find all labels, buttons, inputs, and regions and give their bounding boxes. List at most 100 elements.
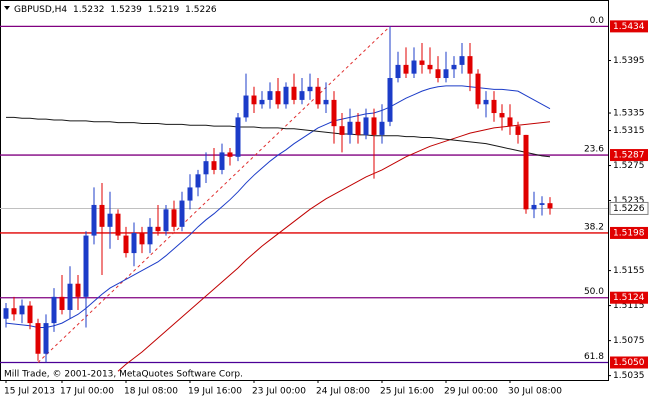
candle-body — [475, 73, 481, 105]
price-tag-label: 1.5434 — [613, 22, 645, 32]
candle-body — [403, 64, 409, 74]
candle-body — [27, 305, 33, 324]
moving-average — [6, 116, 551, 158]
candle-body — [435, 69, 441, 79]
candle-body — [107, 213, 113, 227]
candle-body — [267, 91, 273, 100]
plot-frame — [0, 0, 609, 381]
open: 1.5232 — [73, 5, 105, 15]
candle-body — [195, 174, 201, 188]
candle-body — [547, 203, 553, 209]
candle-body — [19, 305, 25, 315]
candle-body — [539, 203, 545, 205]
price-tag-label: 1.5287 — [613, 151, 645, 161]
candle-body — [483, 99, 489, 105]
y-tick-label: 1.5035 — [613, 371, 645, 381]
candle-body — [371, 117, 377, 135]
high: 1.5239 — [110, 5, 142, 15]
price-tag — [610, 356, 648, 369]
candle-body — [243, 95, 249, 118]
candle-body — [147, 226, 153, 245]
candle-body — [51, 296, 57, 324]
candle-body — [235, 117, 241, 157]
candle-body — [139, 232, 145, 245]
candle-body — [339, 126, 345, 135]
price-tag-label: 1.5050 — [613, 358, 645, 368]
low: 1.5219 — [148, 5, 180, 15]
candle-body — [323, 99, 329, 105]
candle-body — [507, 117, 513, 127]
candle-body — [227, 152, 233, 157]
candle-body — [307, 86, 313, 92]
candle-body — [451, 64, 457, 70]
candle-body — [523, 134, 529, 210]
x-tick-label: 29 Jul 00:00 — [444, 387, 498, 397]
candle-body — [283, 86, 289, 105]
x-tick-label: 23 Jul 00:00 — [252, 387, 306, 397]
candle-body — [275, 91, 281, 105]
candle-body — [411, 60, 417, 74]
current-price-label: 1.5226 — [613, 204, 645, 214]
candle-body — [531, 204, 537, 210]
price-tag — [610, 20, 648, 33]
candle-body — [427, 64, 433, 70]
candle-body — [331, 99, 337, 127]
candle-body — [491, 99, 497, 114]
candle-body — [3, 308, 9, 319]
y-tick-label: 1.5275 — [613, 161, 645, 171]
x-tick-label: 25 Jul 16:00 — [380, 387, 434, 397]
candle-body — [59, 296, 65, 310]
candle-body — [419, 60, 425, 65]
fib-label: 0.0 — [590, 16, 605, 26]
candle-body — [75, 283, 81, 297]
candle-body — [11, 308, 17, 315]
x-tick-label: 15 Jul 2013 — [4, 387, 55, 397]
candle-body — [179, 200, 185, 227]
candle-body — [99, 204, 105, 227]
candle-body — [363, 117, 369, 135]
chart-header: GBPUSD,H4 1.5232 1.5239 1.5219 1.5226 — [14, 5, 217, 15]
candle-body — [187, 187, 193, 201]
candle-body — [123, 235, 129, 254]
candle-body — [379, 121, 385, 135]
candle-body — [291, 86, 297, 100]
candle-body — [163, 209, 169, 232]
moving-average — [117, 121, 551, 372]
candle-body — [43, 323, 49, 354]
candle-body — [91, 204, 97, 236]
candle-body — [251, 95, 257, 105]
candle-body — [259, 99, 265, 105]
x-tick-label: 17 Jul 00:00 — [60, 387, 114, 397]
moving-average — [5, 85, 551, 328]
candle-body — [395, 64, 401, 79]
candle-body — [131, 232, 137, 254]
x-tick-label: 24 Jul 08:00 — [316, 387, 370, 397]
candle-body — [467, 56, 473, 74]
fib-label: 50.0 — [584, 287, 604, 297]
fib-label: 23.6 — [584, 145, 604, 155]
price-tag-label: 1.5124 — [613, 293, 645, 303]
y-tick-label: 1.5115 — [613, 301, 645, 311]
price-tag-label: 1.5198 — [613, 228, 645, 238]
close: 1.5226 — [185, 5, 217, 15]
y-tick-label: 1.5315 — [613, 126, 645, 136]
y-tick-label: 1.5235 — [613, 196, 645, 206]
fib-label: 61.8 — [584, 352, 604, 362]
symbol: GBPUSD,H4 — [14, 5, 67, 15]
candle-body — [203, 161, 209, 175]
x-tick-label: 19 Jul 16:00 — [188, 387, 242, 397]
price-tag — [610, 291, 648, 304]
candle-body — [211, 161, 217, 170]
candle-body — [347, 121, 353, 135]
candle-body — [35, 323, 41, 354]
candle-body — [387, 78, 393, 122]
menu-arrow — [4, 6, 10, 10]
candle-body — [171, 209, 177, 227]
candle-body — [355, 121, 361, 135]
x-tick-label: 30 Jul 08:00 — [508, 387, 562, 397]
price-tag — [610, 226, 648, 239]
y-tick-label: 1.5395 — [613, 56, 645, 66]
candle-body — [315, 86, 321, 105]
candle-body — [459, 56, 465, 65]
